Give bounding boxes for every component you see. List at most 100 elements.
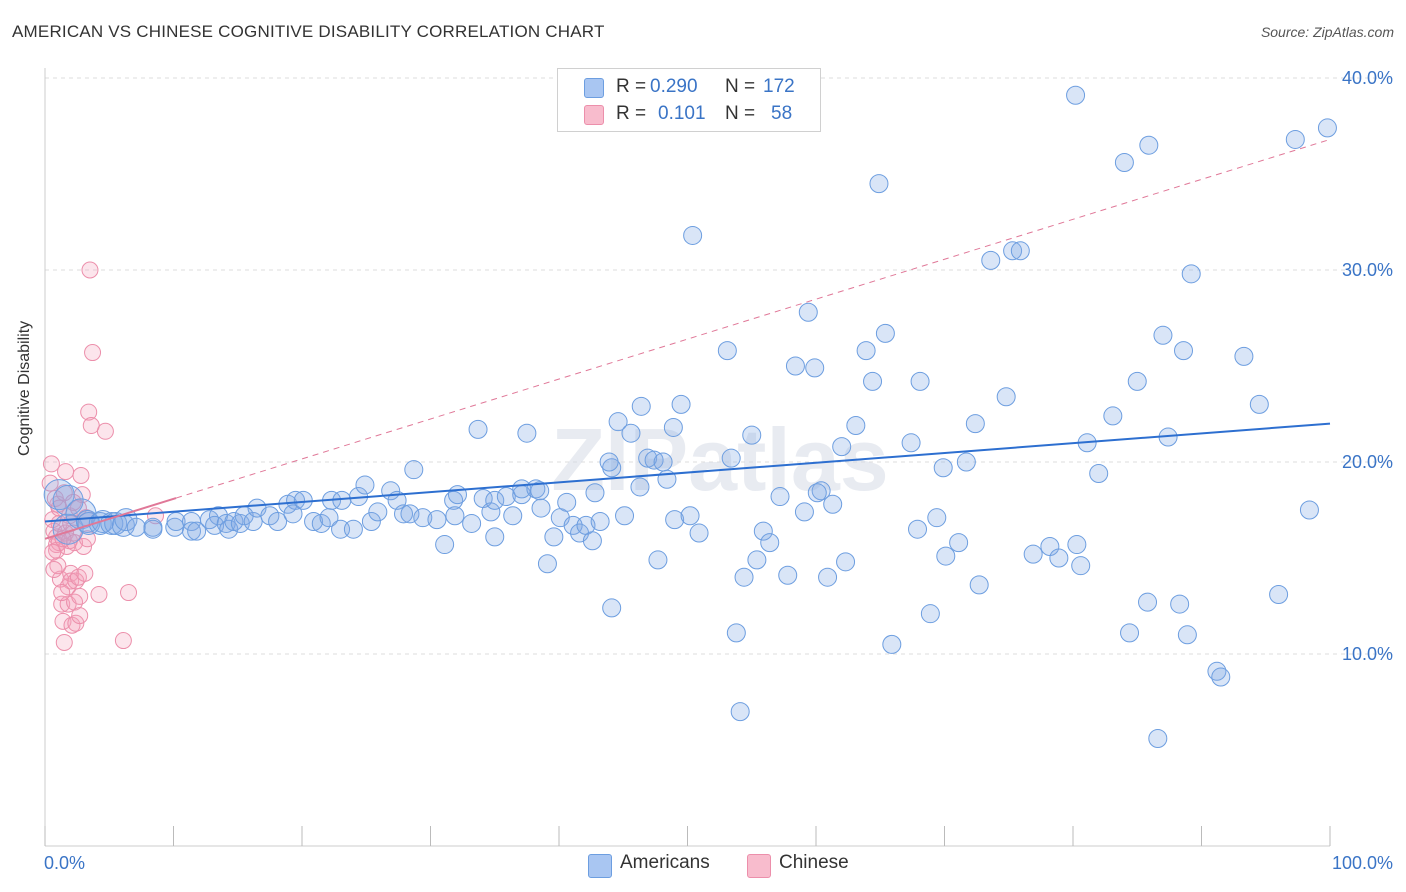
r-value: 0.101 — [658, 103, 706, 124]
american-point — [621, 423, 641, 443]
american-point — [818, 567, 838, 587]
american-point — [1120, 623, 1140, 643]
american-point — [665, 510, 685, 530]
american-point — [807, 483, 827, 503]
american-point — [52, 484, 84, 516]
american-point — [863, 371, 883, 391]
chinese-point — [71, 587, 89, 605]
american-point — [52, 513, 84, 545]
american-point — [653, 452, 673, 472]
chinese-point — [54, 612, 72, 630]
chinese-point — [67, 614, 85, 632]
chinese-point — [80, 403, 98, 421]
american-point — [920, 604, 940, 624]
r-value: 0.290 — [650, 76, 698, 97]
r-label: R = — [616, 103, 647, 124]
chinese-points — [41, 261, 165, 651]
chinese-point — [46, 489, 64, 507]
american-point — [361, 512, 381, 532]
american-point — [481, 502, 501, 522]
n-value: 58 — [771, 103, 793, 124]
american-point — [368, 502, 388, 522]
american-point — [671, 394, 691, 414]
american-point — [181, 521, 201, 541]
american-point — [927, 508, 947, 528]
american-point — [268, 512, 288, 532]
chinese-point — [147, 507, 165, 525]
american-point — [444, 490, 464, 510]
american-point — [590, 512, 610, 532]
american-point — [760, 533, 780, 553]
american-point — [1249, 394, 1269, 414]
american-point — [1089, 464, 1109, 484]
american-point — [648, 550, 668, 570]
chinese-point — [81, 261, 99, 279]
american-point — [599, 452, 619, 472]
american-point — [823, 494, 843, 514]
american-point — [585, 483, 605, 503]
chinese-point — [57, 463, 75, 481]
american-point — [742, 425, 762, 445]
chinese-point — [48, 536, 66, 554]
american-point — [126, 517, 146, 537]
american-point — [404, 460, 424, 480]
american-point — [615, 506, 635, 526]
american-points — [43, 85, 1337, 748]
americans-legend-label: Americans — [620, 852, 710, 873]
american-point — [304, 512, 324, 532]
american-point — [496, 487, 516, 507]
y-tick-label: 20.0% — [1342, 452, 1393, 472]
american-point — [1181, 264, 1201, 284]
american-point — [1148, 728, 1168, 748]
american-point — [187, 521, 207, 541]
american-point — [1269, 584, 1289, 604]
legend-row-chinese: R = 0.101 N = 58 — [558, 101, 818, 127]
americans-legend-swatch — [588, 854, 612, 878]
american-point — [427, 510, 447, 530]
american-point — [956, 452, 976, 472]
american-point — [778, 565, 798, 585]
american-point — [969, 575, 989, 595]
american-point — [721, 448, 741, 468]
american-point — [910, 371, 930, 391]
american-point — [1299, 500, 1319, 520]
american-point — [630, 477, 650, 497]
american-point — [1023, 544, 1043, 564]
american-point — [608, 412, 628, 432]
american-point — [933, 458, 953, 478]
chinese-point — [96, 422, 114, 440]
american-point — [1138, 592, 1158, 612]
chinese-point — [75, 537, 93, 555]
n-label: N = — [725, 103, 756, 124]
american-point — [869, 174, 889, 194]
chart-title: AMERICAN VS CHINESE COGNITIVE DISABILITY… — [12, 22, 605, 41]
tick-labels: 10.0% 20.0% 30.0% 40.0% 0.0% 100.0% — [44, 68, 1393, 873]
chinese-point — [45, 561, 63, 579]
axes — [44, 68, 1331, 847]
american-point — [43, 479, 75, 511]
american-point — [1114, 152, 1134, 172]
american-point — [1010, 241, 1030, 261]
american-point — [785, 356, 805, 376]
american-point — [332, 490, 352, 510]
american-point — [537, 554, 557, 574]
american-point — [394, 504, 414, 524]
american-point — [663, 417, 683, 437]
american-point — [1174, 341, 1194, 361]
american-point — [875, 323, 895, 343]
american-point — [638, 448, 658, 468]
chinese-point — [55, 633, 73, 651]
gridlines — [45, 77, 1392, 655]
american-point — [981, 250, 1001, 270]
american-point — [1127, 371, 1147, 391]
american-point — [260, 506, 280, 526]
chinese-point — [84, 344, 102, 362]
american-point — [1211, 667, 1231, 687]
american-point — [683, 225, 703, 245]
american-point — [734, 567, 754, 587]
legend-row-americans: R = 0.290 N = 172 — [558, 74, 818, 100]
american-point — [311, 513, 331, 533]
american-point — [485, 490, 505, 510]
american-point — [530, 481, 550, 501]
